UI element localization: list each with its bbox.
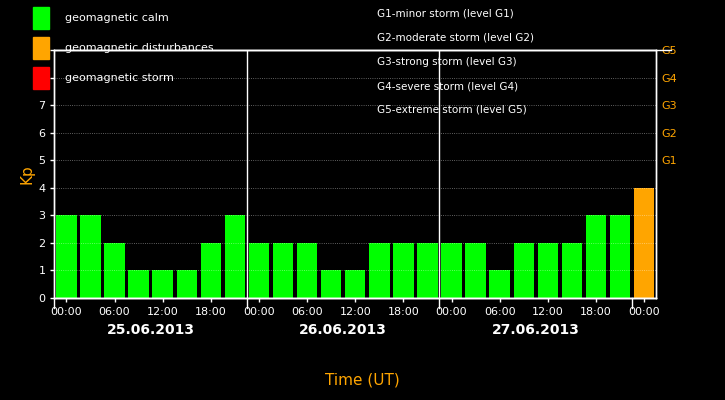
Text: G4-severe storm (level G4): G4-severe storm (level G4) — [377, 81, 518, 91]
Text: G1-minor storm (level G1): G1-minor storm (level G1) — [377, 9, 514, 19]
Text: 25.06.2013: 25.06.2013 — [107, 323, 194, 337]
Bar — [417, 243, 438, 298]
Bar — [273, 243, 294, 298]
Bar — [80, 215, 101, 298]
Bar — [537, 243, 558, 298]
Bar — [610, 215, 630, 298]
Text: 27.06.2013: 27.06.2013 — [492, 323, 580, 337]
Bar — [56, 215, 77, 298]
Bar — [176, 270, 197, 298]
Text: Time (UT): Time (UT) — [325, 372, 400, 388]
Bar — [297, 243, 318, 298]
Y-axis label: Kp: Kp — [19, 164, 34, 184]
Bar — [249, 243, 269, 298]
Text: G2-moderate storm (level G2): G2-moderate storm (level G2) — [377, 33, 534, 43]
Text: G5-extreme storm (level G5): G5-extreme storm (level G5) — [377, 105, 527, 115]
Bar — [201, 243, 221, 298]
Bar — [465, 243, 486, 298]
Bar — [442, 243, 462, 298]
Bar — [369, 243, 389, 298]
Bar — [562, 243, 582, 298]
Bar — [128, 270, 149, 298]
Bar — [513, 243, 534, 298]
Text: G3-strong storm (level G3): G3-strong storm (level G3) — [377, 57, 517, 67]
Text: geomagnetic disturbances: geomagnetic disturbances — [65, 43, 214, 53]
Bar — [225, 215, 245, 298]
Bar — [321, 270, 341, 298]
Bar — [152, 270, 173, 298]
Text: geomagnetic storm: geomagnetic storm — [65, 73, 174, 83]
Bar — [634, 188, 655, 298]
Bar — [345, 270, 365, 298]
Bar — [104, 243, 125, 298]
Text: geomagnetic calm: geomagnetic calm — [65, 13, 169, 23]
Bar — [489, 270, 510, 298]
Bar — [586, 215, 606, 298]
Text: 26.06.2013: 26.06.2013 — [299, 323, 387, 337]
Bar — [393, 243, 414, 298]
